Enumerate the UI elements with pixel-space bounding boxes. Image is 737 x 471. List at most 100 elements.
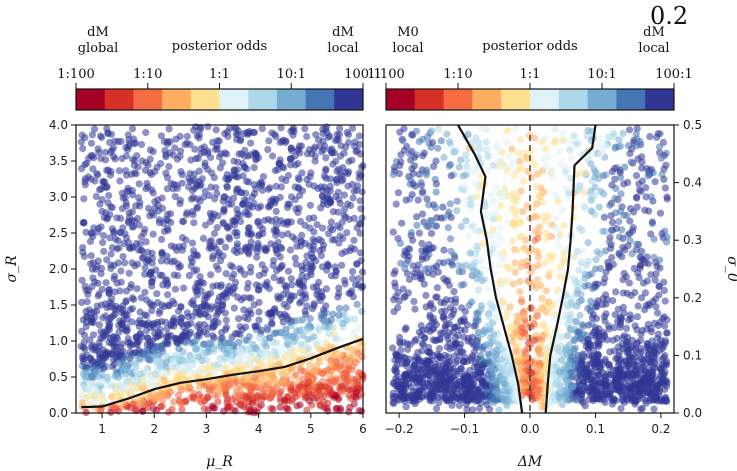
scatter-point (570, 336, 579, 345)
scatter-point (170, 271, 178, 279)
scatter-point (219, 159, 227, 167)
scatter-point (295, 277, 303, 285)
scatter-point (286, 246, 294, 254)
scatter-point (162, 153, 170, 161)
scatter-point (102, 183, 111, 192)
scatter-point (342, 248, 350, 256)
scatter-point (341, 276, 349, 284)
scatter-point (153, 356, 161, 364)
scatter-point (204, 147, 212, 155)
scatter-point (422, 168, 430, 176)
scatter-point (598, 392, 606, 400)
scatter-point (106, 315, 114, 323)
scatter-point (154, 201, 162, 209)
scatter-point (626, 217, 634, 225)
scatter-point (298, 388, 306, 396)
scatter-point (262, 281, 270, 289)
scatter-point (176, 200, 184, 208)
scatter-point (152, 370, 160, 378)
scatter-point (142, 321, 150, 329)
scatter-point (261, 216, 269, 224)
scatter-point (551, 136, 559, 144)
scatter-point (144, 355, 152, 363)
scatter-point (427, 229, 436, 237)
scatter-point (178, 171, 186, 179)
scatter-point (162, 352, 170, 360)
scatter-point (130, 217, 138, 225)
scatter-point (297, 242, 305, 250)
scatter-point (116, 287, 124, 295)
scatter-point (339, 388, 347, 396)
scatter-point (356, 197, 364, 205)
scatter-point (518, 298, 526, 306)
scatter-point (100, 232, 108, 240)
scatter-point (308, 305, 317, 313)
scatter-point (510, 171, 518, 179)
scatter-point (515, 341, 523, 349)
scatter-point (303, 273, 311, 281)
scatter-point (246, 268, 255, 276)
scatter-point (399, 137, 407, 145)
scatter-point (88, 283, 96, 291)
scatter-point (107, 130, 115, 138)
scatter-point (522, 236, 530, 244)
scatter-point (609, 129, 618, 137)
scatter-point (583, 261, 591, 270)
colorbar-swatch (190, 89, 220, 110)
scatter-point (397, 158, 405, 166)
scatter-point (625, 126, 634, 134)
scatter-point (212, 262, 220, 270)
scatter-point (291, 183, 299, 191)
scatter-point (324, 366, 332, 374)
scatter-point (266, 334, 274, 342)
colorbar-swatch (386, 89, 416, 110)
scatter-point (601, 357, 610, 366)
scatter-point (608, 395, 616, 403)
scatter-point (206, 363, 214, 371)
scatter-point (351, 315, 359, 323)
scatter-point (541, 146, 550, 154)
scatter-point (95, 148, 103, 157)
scatter-point (287, 193, 296, 201)
scatter-point (312, 394, 320, 402)
scatter-point (171, 285, 179, 293)
scatter-point (86, 354, 94, 362)
scatter-point (457, 281, 465, 289)
scatter-point (270, 273, 278, 282)
scatter-point (164, 226, 172, 234)
scatter-point (350, 187, 358, 195)
scatter-point (107, 264, 115, 272)
colorbar-right-label: local (327, 41, 358, 56)
scatter-point (89, 331, 98, 339)
scatter-point (322, 166, 330, 175)
scatter-point (329, 323, 337, 331)
scatter-point (252, 156, 260, 164)
scatter-point (226, 235, 234, 243)
scatter-point (80, 195, 88, 203)
scatter-point (355, 369, 364, 377)
scatter-point (153, 290, 161, 298)
scatter-point (358, 188, 366, 196)
x-tick-label: 1 (98, 422, 106, 436)
scatter-point (277, 183, 285, 191)
scatter-point (193, 251, 201, 259)
scatter-point (118, 390, 126, 398)
scatter-point (213, 190, 221, 198)
scatter-point (459, 348, 467, 356)
scatter-point (260, 340, 268, 348)
scatter-point (600, 279, 608, 287)
scatter-point (570, 132, 578, 140)
scatter-point (446, 160, 454, 169)
scatter-point (119, 347, 127, 355)
scatter-point (661, 297, 669, 305)
scatter-point (141, 270, 149, 278)
scatter-point (172, 135, 180, 143)
scatter-point (277, 387, 285, 395)
colorbar-center-label: posterior odds (482, 39, 577, 54)
scatter-point (189, 193, 197, 202)
scatter-point (135, 180, 143, 188)
colorbar-swatch (472, 89, 502, 110)
scatter-point (329, 310, 337, 318)
scatter-point (391, 279, 399, 287)
scatter-point (119, 224, 127, 232)
